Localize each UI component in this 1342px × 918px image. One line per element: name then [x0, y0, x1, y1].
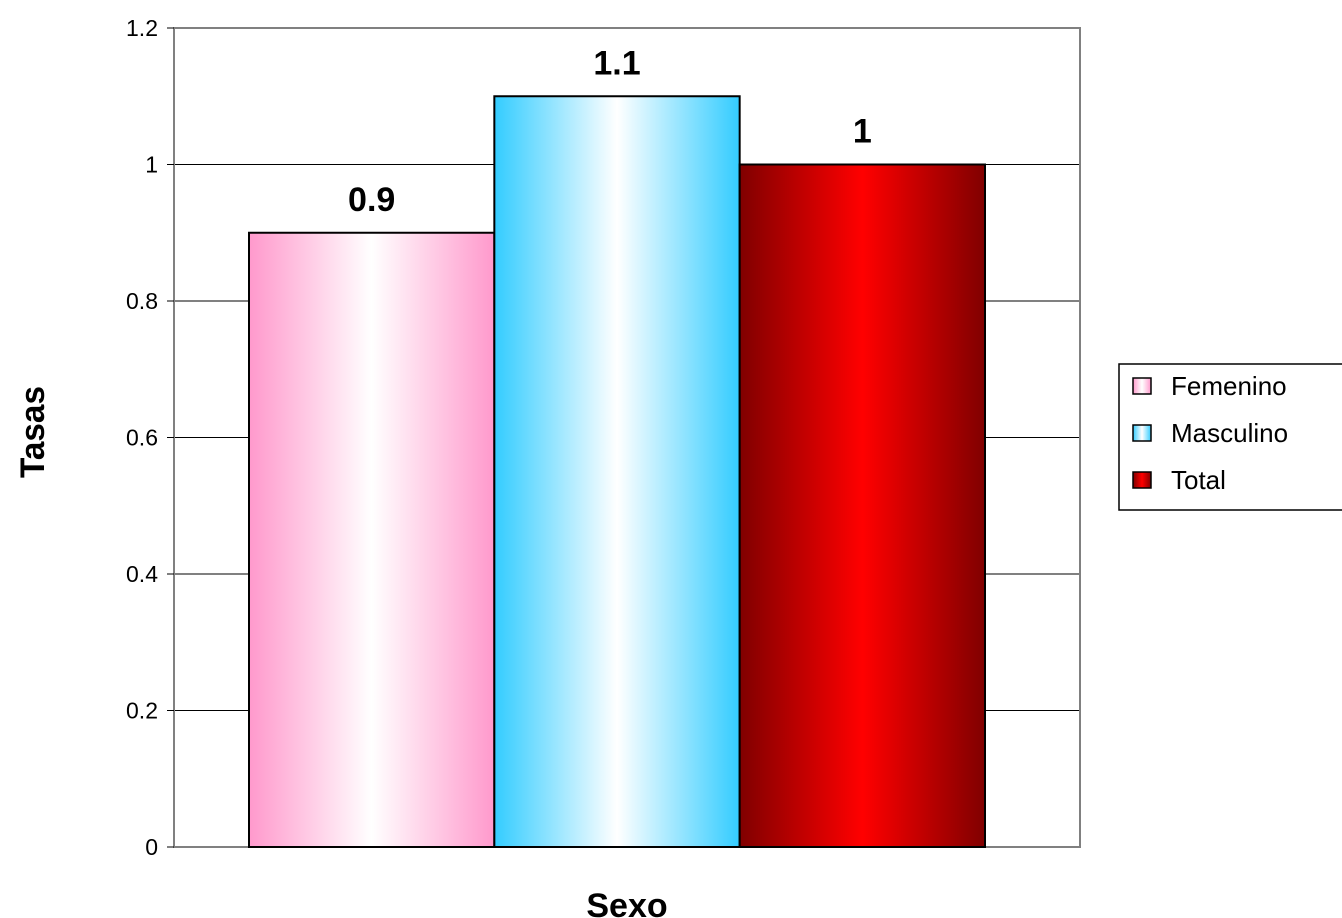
y-tick-label: 1.2 [126, 15, 158, 41]
y-tick-label: 1 [145, 152, 158, 178]
legend-swatch-masculino [1132, 424, 1152, 442]
y-tick-label: 0.2 [126, 698, 158, 724]
y-axis: 0 0.2 0.4 0.6 0.8 1 1.2 [126, 15, 174, 860]
y-axis-title: Tasas [14, 386, 52, 478]
legend-swatch-total [1132, 471, 1152, 489]
y-tick-label: 0.8 [126, 288, 158, 314]
legend-label-masculino: Masculino [1171, 418, 1288, 448]
bar-femenino [248, 231, 496, 848]
bar-total [738, 163, 987, 848]
legend-swatch-femenino [1132, 377, 1152, 395]
y-tick-label: 0 [145, 834, 158, 860]
data-label-masculino: 1.1 [593, 44, 640, 82]
y-tick-label: 0.4 [126, 561, 158, 587]
data-label-total: 1 [853, 113, 872, 151]
data-labels: 0.9 1.1 1 [348, 44, 872, 219]
legend-label-femenino: Femenino [1171, 371, 1287, 401]
legend: Femenino Masculino Total [1118, 363, 1342, 511]
x-axis-title: Sexo [586, 887, 667, 918]
bars [248, 95, 987, 848]
bar-masculino [493, 95, 741, 848]
legend-box [1118, 363, 1342, 511]
legend-label-total: Total [1171, 465, 1226, 495]
data-label-femenino: 0.9 [348, 181, 395, 219]
y-tick-label: 0.6 [126, 425, 158, 451]
